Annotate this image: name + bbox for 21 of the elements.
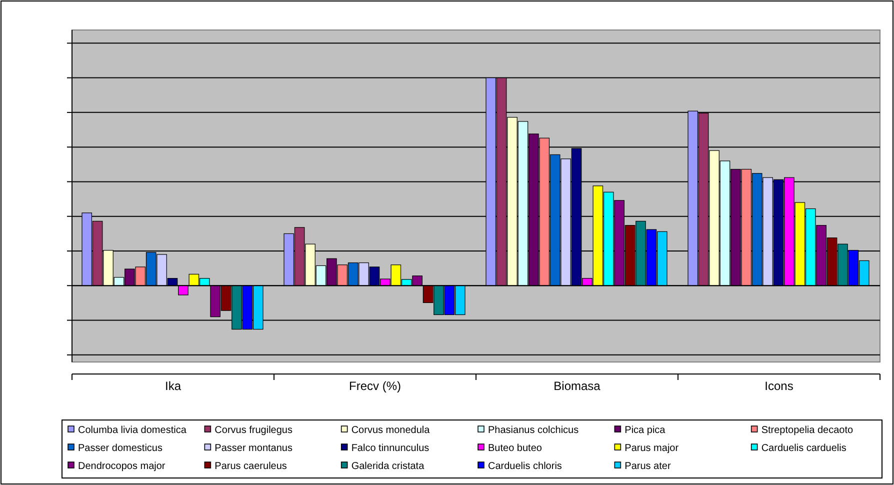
legend-label: Buteo buteo (488, 443, 542, 454)
x-tick-label: Icons (764, 379, 794, 393)
legend-label: Phasianus colchicus (488, 425, 579, 436)
x-tick-label: Frecv (%) (349, 379, 401, 393)
legend-label: Galerida cristata (351, 461, 425, 472)
legend-label: Falco tinnunculus (351, 443, 430, 454)
legend-label: Passer domesticus (78, 443, 162, 454)
legend-label: Columba livia domestica (78, 425, 187, 436)
legend-label: Corvus frugilegus (214, 425, 292, 436)
legend-label: Corvus monedula (351, 425, 430, 436)
legend-label: Streptopelia decaoto (761, 425, 854, 436)
legend-label: Dendrocopos major (78, 461, 166, 472)
legend-label: Passer montanus (214, 443, 292, 454)
x-tick-label: Ika (164, 379, 182, 393)
legend-label: Parus caeruleus (214, 461, 287, 472)
legend-label: Parus major (624, 443, 680, 454)
legend-label: Carduelis carduelis (761, 443, 846, 454)
legend-label: Carduelis chloris (488, 461, 562, 472)
legend-label: Pica pica (624, 425, 666, 436)
x-tick-label: Biomasa (554, 379, 601, 393)
legend-label: Parus ater (624, 461, 672, 472)
